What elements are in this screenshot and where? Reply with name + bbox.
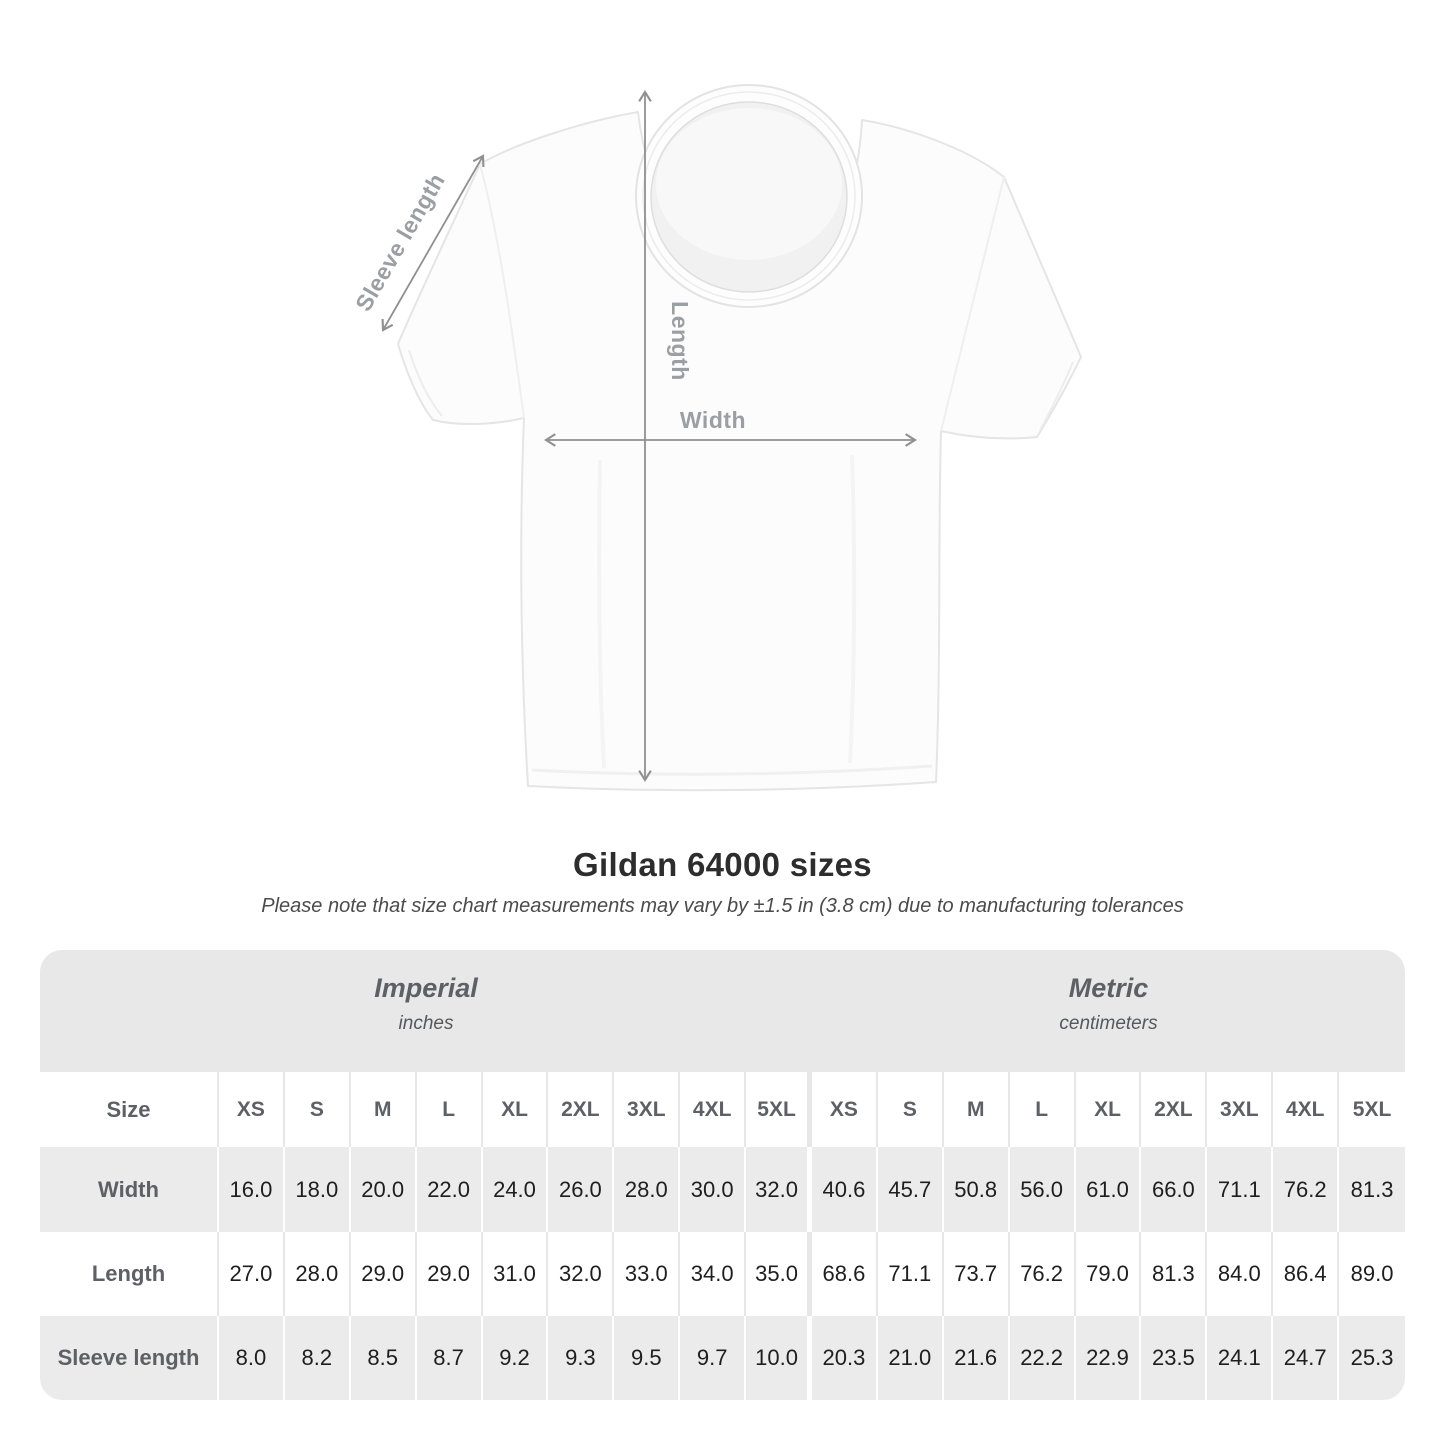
table-cell: 21.0 [877, 1316, 944, 1400]
table-cell: 40.6 [811, 1147, 878, 1232]
row-label-width: Width [40, 1147, 219, 1232]
table-cell: 24.0 [482, 1147, 549, 1232]
size-col-header: XS [219, 1072, 285, 1147]
page-title: Gildan 64000 sizes [573, 846, 872, 883]
table-cell: 10.0 [746, 1316, 812, 1400]
size-table: Imperial inches Metric centimeters Size … [40, 950, 1405, 1400]
table-cell: 24.7 [1273, 1316, 1340, 1400]
table-cell: 81.3 [1339, 1147, 1405, 1232]
tshirt-measurement-figure: Sleeve length Length Width [350, 84, 1082, 792]
table-cell: 68.6 [811, 1232, 878, 1316]
size-row-label: Size [40, 1072, 219, 1147]
table-cell: 21.6 [943, 1316, 1010, 1400]
size-col-header: XS [811, 1072, 878, 1147]
imperial-unit: inches [398, 1013, 454, 1034]
table-cell: 18.0 [284, 1147, 351, 1232]
size-col-header: XL [482, 1072, 549, 1147]
imperial-header: Imperial inches [40, 950, 812, 1072]
size-col-header: 5XL [1339, 1072, 1405, 1147]
imperial-title: Imperial [374, 973, 478, 1003]
size-col-header: 5XL [746, 1072, 812, 1147]
table-cell: 81.3 [1141, 1232, 1208, 1316]
table-cell: 22.0 [416, 1147, 483, 1232]
table-cell: 50.8 [943, 1147, 1010, 1232]
size-col-header: M [350, 1072, 417, 1147]
table-cell: 26.0 [548, 1147, 615, 1232]
size-col-header: M [943, 1072, 1010, 1147]
table-cell: 61.0 [1075, 1147, 1142, 1232]
table-cell: 20.0 [350, 1147, 417, 1232]
metric-header: Metric centimeters [811, 950, 1405, 1072]
table-cell: 76.2 [1009, 1232, 1076, 1316]
table-cell: 9.3 [548, 1316, 615, 1400]
table-cell: 22.9 [1075, 1316, 1142, 1400]
row-label-length: Length [40, 1232, 219, 1316]
metric-unit: centimeters [1059, 1013, 1158, 1034]
table-cell: 28.0 [614, 1147, 681, 1232]
table-cell: 22.2 [1009, 1316, 1076, 1400]
table-cell: 35.0 [746, 1232, 812, 1316]
tshirt-illustration [397, 84, 1082, 792]
size-col-header: XL [1075, 1072, 1142, 1147]
table-cell: 8.2 [284, 1316, 351, 1400]
table-cell: 27.0 [219, 1232, 285, 1316]
table-cell: 86.4 [1273, 1232, 1340, 1316]
size-col-header: S [284, 1072, 351, 1147]
chart-heading: Gildan 64000 sizes Please note that size… [0, 846, 1445, 918]
table-cell: 79.0 [1075, 1232, 1142, 1316]
size-col-header: S [877, 1072, 944, 1147]
size-col-header: 3XL [1207, 1072, 1274, 1147]
table-cell: 8.0 [219, 1316, 285, 1400]
table-cell: 28.0 [284, 1232, 351, 1316]
size-col-header: L [1009, 1072, 1076, 1147]
table-cell: 8.7 [416, 1316, 483, 1400]
table-cell: 56.0 [1009, 1147, 1076, 1232]
table-cell: 84.0 [1207, 1232, 1274, 1316]
table-cell: 23.5 [1141, 1316, 1208, 1400]
table-cell: 24.1 [1207, 1316, 1274, 1400]
sleeve-length-arrow [381, 154, 485, 332]
table-cell: 71.1 [1207, 1147, 1274, 1232]
table-cell: 31.0 [482, 1232, 549, 1316]
table-cell: 76.2 [1273, 1147, 1340, 1232]
table-cell: 30.0 [680, 1147, 747, 1232]
table-cell: 9.5 [614, 1316, 681, 1400]
table-cell: 34.0 [680, 1232, 747, 1316]
table-cell: 29.0 [416, 1232, 483, 1316]
table-cell: 9.7 [680, 1316, 747, 1400]
table-cell: 71.1 [877, 1232, 944, 1316]
metric-title: Metric [1068, 973, 1149, 1003]
size-col-header: 2XL [1141, 1072, 1208, 1147]
table-cell: 33.0 [614, 1232, 681, 1316]
table-cell: 8.5 [350, 1316, 417, 1400]
row-label-sleeve-length: Sleeve length [40, 1316, 219, 1400]
table-cell: 45.7 [877, 1147, 944, 1232]
table-cell: 32.0 [746, 1147, 812, 1232]
table-cell: 25.3 [1339, 1316, 1405, 1400]
table-cell: 20.3 [811, 1316, 878, 1400]
table-cell: 73.7 [943, 1232, 1010, 1316]
size-col-header: 3XL [614, 1072, 681, 1147]
width-label: Width [680, 407, 746, 433]
size-col-header: L [416, 1072, 483, 1147]
size-col-header: 4XL [680, 1072, 747, 1147]
table-cell: 89.0 [1339, 1232, 1405, 1316]
size-col-header: 4XL [1273, 1072, 1340, 1147]
size-col-header: 2XL [548, 1072, 615, 1147]
length-label: Length [667, 301, 693, 381]
table-cell: 32.0 [548, 1232, 615, 1316]
tolerance-note: Please note that size chart measurements… [261, 895, 1184, 917]
table-cell: 9.2 [482, 1316, 549, 1400]
table-cell: 66.0 [1141, 1147, 1208, 1232]
table-cell: 16.0 [219, 1147, 285, 1232]
table-cell: 29.0 [350, 1232, 417, 1316]
